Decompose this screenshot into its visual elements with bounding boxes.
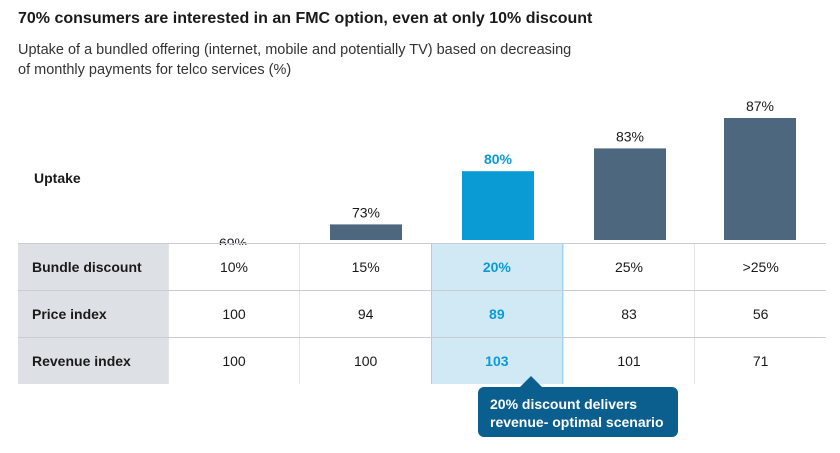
table-cell: 94 (299, 291, 431, 337)
table-row: Revenue index 100 100 103 101 71 (18, 338, 826, 384)
table-cell: 100 (167, 291, 300, 337)
table-cell: 83 (562, 291, 695, 337)
bundle-table: Bundle discount 10% 15% 20% 25% >25% Price ind… (18, 243, 826, 384)
row-label: Price index (18, 291, 168, 337)
bar-4 (594, 148, 666, 240)
bar-value-label-1: 69% (219, 235, 247, 245)
table-cell: 89 (431, 291, 563, 337)
table-cell: 101 (562, 338, 695, 384)
table-cell: 56 (694, 291, 826, 337)
uptake-row-label: Uptake (34, 170, 81, 186)
row-label: Bundle discount (18, 244, 168, 290)
bar-5 (724, 118, 796, 240)
table-cell: 100 (299, 338, 431, 384)
table-row: Price index 100 94 89 83 56 (18, 291, 826, 338)
table-cell: >25% (694, 244, 826, 290)
chart-title: 70% consumers are interested in an FMC o… (18, 10, 593, 27)
callout-arrow (520, 376, 542, 387)
bar-chart: 69% 73% 80% 83% 87% (219, 98, 796, 245)
table-cell: 15% (299, 244, 431, 290)
table-cell: 71 (694, 338, 826, 384)
bar-2 (330, 224, 402, 240)
row-label: Revenue index (18, 338, 168, 384)
bar-3 (462, 171, 534, 240)
table-row: Bundle discount 10% 15% 20% 25% >25% (18, 243, 826, 291)
table-cell: 20% (431, 244, 563, 290)
bar-value-label-5: 87% (746, 98, 774, 114)
table-cell: 10% (167, 244, 300, 290)
chart-subtitle: Uptake of a bundled offering (internet, … (18, 42, 572, 78)
table-cell: 25% (562, 244, 695, 290)
bar-value-label-2: 73% (352, 204, 380, 220)
bar-value-label-4: 83% (616, 128, 644, 144)
callout-box: 20% discount delivers revenue- optimal s… (478, 387, 678, 437)
table-cell: 103 (431, 338, 563, 384)
table-cell: 100 (167, 338, 300, 384)
bar-value-label-3: 80% (484, 151, 513, 167)
